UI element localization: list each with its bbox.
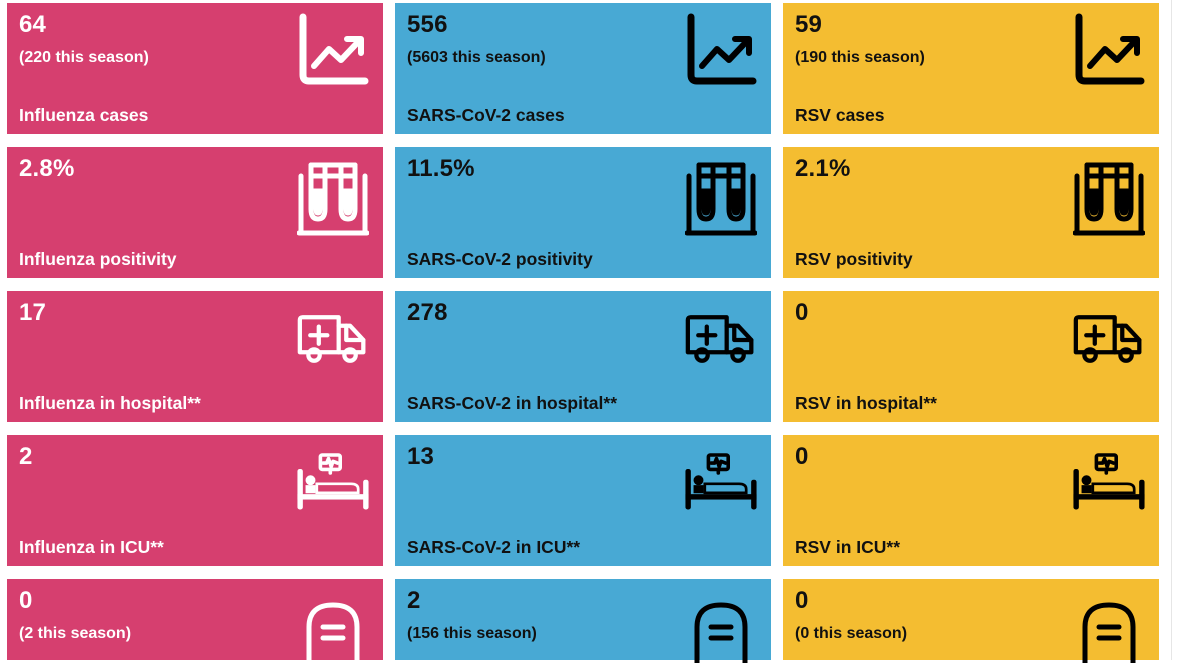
card-label: Influenza cases: [19, 105, 149, 125]
scroll-edge-divider: [1171, 0, 1172, 660]
card-season-total: (5603 this season): [407, 49, 546, 66]
card-label: Influenza positivity: [19, 249, 177, 269]
card-label: SARS-CoV-2 cases: [407, 105, 565, 125]
test-tubes-icon: [685, 159, 757, 239]
ambulance-icon: [297, 313, 369, 365]
test-tubes-icon: [297, 159, 369, 239]
rsv-hospital-card: 0 RSV in hospital**: [783, 291, 1159, 422]
card-label: RSV cases: [795, 105, 885, 125]
sars-cov-2-hospital-card: 278 SARS-CoV-2 in hospital**: [395, 291, 771, 422]
ambulance-icon: [1073, 313, 1145, 365]
card-value: 13: [407, 443, 435, 470]
card-value: 0: [19, 587, 33, 614]
card-value: 2: [407, 587, 421, 614]
trend-chart-icon: [685, 13, 757, 87]
card-value: 17: [19, 299, 47, 326]
card-label: SARS-CoV-2 positivity: [407, 249, 593, 269]
rsv-icu-card: 0 RSV in ICU**: [783, 435, 1159, 566]
card-value: 0: [795, 443, 809, 470]
card-value: 11.5%: [407, 155, 475, 182]
sars-cov-2-deaths-card: 2 (156 this season): [395, 579, 771, 663]
gravestone-icon: [297, 591, 369, 663]
rsv-cases-card: 59 (190 this season) RSV cases: [783, 3, 1159, 134]
card-label: Influenza in ICU**: [19, 537, 164, 557]
card-value: 0: [795, 299, 809, 326]
card-season-total: (0 this season): [795, 625, 908, 642]
rsv-deaths-card: 0 (0 this season): [783, 579, 1159, 663]
icu-bed-icon: [297, 445, 369, 519]
card-season-total: (156 this season): [407, 625, 537, 642]
card-value: 278: [407, 299, 448, 326]
card-value: 556: [407, 11, 448, 38]
ambulance-icon: [685, 313, 757, 365]
card-label: RSV in hospital**: [795, 393, 937, 413]
gravestone-icon: [685, 591, 757, 663]
card-value: 59: [795, 11, 823, 38]
influenza-deaths-card: 0 (2 this season): [7, 579, 383, 663]
card-value: 2.8%: [19, 155, 75, 182]
test-tubes-icon: [1073, 159, 1145, 239]
sars-cov-2-positivity-card: 11.5% SARS-CoV-2 positivity: [395, 147, 771, 278]
gravestone-icon: [1073, 591, 1145, 663]
trend-chart-icon: [1073, 13, 1145, 87]
icu-bed-icon: [1073, 445, 1145, 519]
card-label: RSV in ICU**: [795, 537, 901, 557]
card-label: SARS-CoV-2 in ICU**: [407, 537, 581, 557]
trend-chart-icon: [297, 13, 369, 87]
card-value: 64: [19, 11, 47, 38]
card-season-total: (2 this season): [19, 625, 132, 642]
sars-cov-2-cases-card: 556 (5603 this season) SARS-CoV-2 cases: [395, 3, 771, 134]
influenza-positivity-card: 2.8% Influenza positivity: [7, 147, 383, 278]
influenza-hospital-card: 17 Influenza in hospital**: [7, 291, 383, 422]
card-value: 2: [19, 443, 33, 470]
influenza-icu-card: 2 Influenza in ICU**: [7, 435, 383, 566]
rsv-positivity-card: 2.1% RSV positivity: [783, 147, 1159, 278]
card-season-total: (190 this season): [795, 49, 925, 66]
influenza-cases-card: 64 (220 this season) Influenza cases: [7, 3, 383, 134]
sars-cov-2-icu-card: 13 SARS-CoV-2 in ICU**: [395, 435, 771, 566]
icu-bed-icon: [685, 445, 757, 519]
card-label: RSV positivity: [795, 249, 913, 269]
card-value: 2.1%: [795, 155, 851, 182]
card-label: Influenza in hospital**: [19, 393, 201, 413]
card-season-total: (220 this season): [19, 49, 149, 66]
card-value: 0: [795, 587, 809, 614]
card-label: SARS-CoV-2 in hospital**: [407, 393, 618, 413]
